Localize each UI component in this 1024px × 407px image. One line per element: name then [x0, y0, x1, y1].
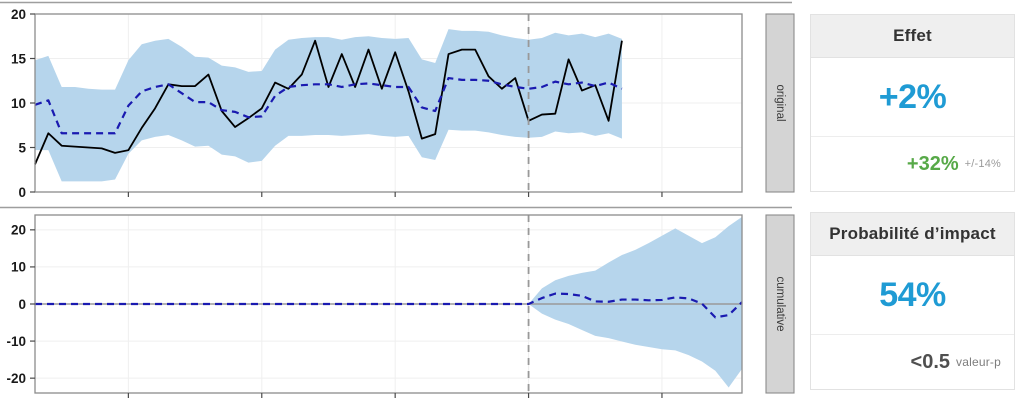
svg-text:0: 0	[18, 297, 26, 312]
card-effet-title: Effet	[811, 15, 1014, 58]
svg-text:original: original	[774, 84, 786, 121]
card-effet-margin: +/-14%	[964, 158, 1001, 170]
card-effet: Effet +2% +32% +/-14%	[810, 14, 1015, 192]
card-effet-footer: +32% +/-14%	[811, 137, 1014, 191]
svg-text:-20: -20	[6, 371, 26, 386]
card-probabilite-impact: Probabilité d’impact 54% <0.5 valeur-p	[810, 212, 1015, 390]
svg-text:0: 0	[18, 185, 26, 200]
card-probabilite-body: 54%	[811, 256, 1014, 335]
card-probabilite-title: Probabilité d’impact	[811, 213, 1014, 256]
card-effet-relative-effect: +32%	[906, 152, 959, 175]
causal-impact-charts: 0 5 10 15 20 original -20 -10 0 10 20 cumulative	[0, 0, 800, 407]
svg-text:cumulative: cumulative	[774, 277, 786, 332]
card-probabilite-pvalue-label: valeur-p	[956, 355, 1001, 369]
svg-text:-10: -10	[6, 334, 26, 349]
card-probabilite-footer: <0.5 valeur-p	[811, 335, 1014, 389]
svg-text:15: 15	[11, 51, 27, 66]
svg-text:20: 20	[11, 223, 26, 238]
card-probabilite-value: 54%	[879, 275, 946, 314]
svg-text:5: 5	[18, 140, 26, 155]
original-chart-svg: 0 5 10 15 20 original	[0, 1, 795, 200]
svg-text:20: 20	[11, 7, 26, 22]
svg-text:10: 10	[11, 260, 26, 275]
chart-panel-original: 0 5 10 15 20 original	[0, 0, 800, 202]
chart-panel-cumulative: -20 -10 0 10 20 cumulative	[0, 205, 800, 407]
cumulative-chart-svg: -20 -10 0 10 20 cumulative	[0, 206, 795, 398]
summary-cards: Effet +2% +32% +/-14% Probabilité d’impa…	[806, 0, 1024, 407]
card-effet-value: +2%	[878, 77, 947, 116]
card-probabilite-pvalue: <0.5	[910, 350, 951, 373]
svg-text:10: 10	[11, 96, 26, 111]
card-effet-body: +2%	[811, 58, 1014, 137]
